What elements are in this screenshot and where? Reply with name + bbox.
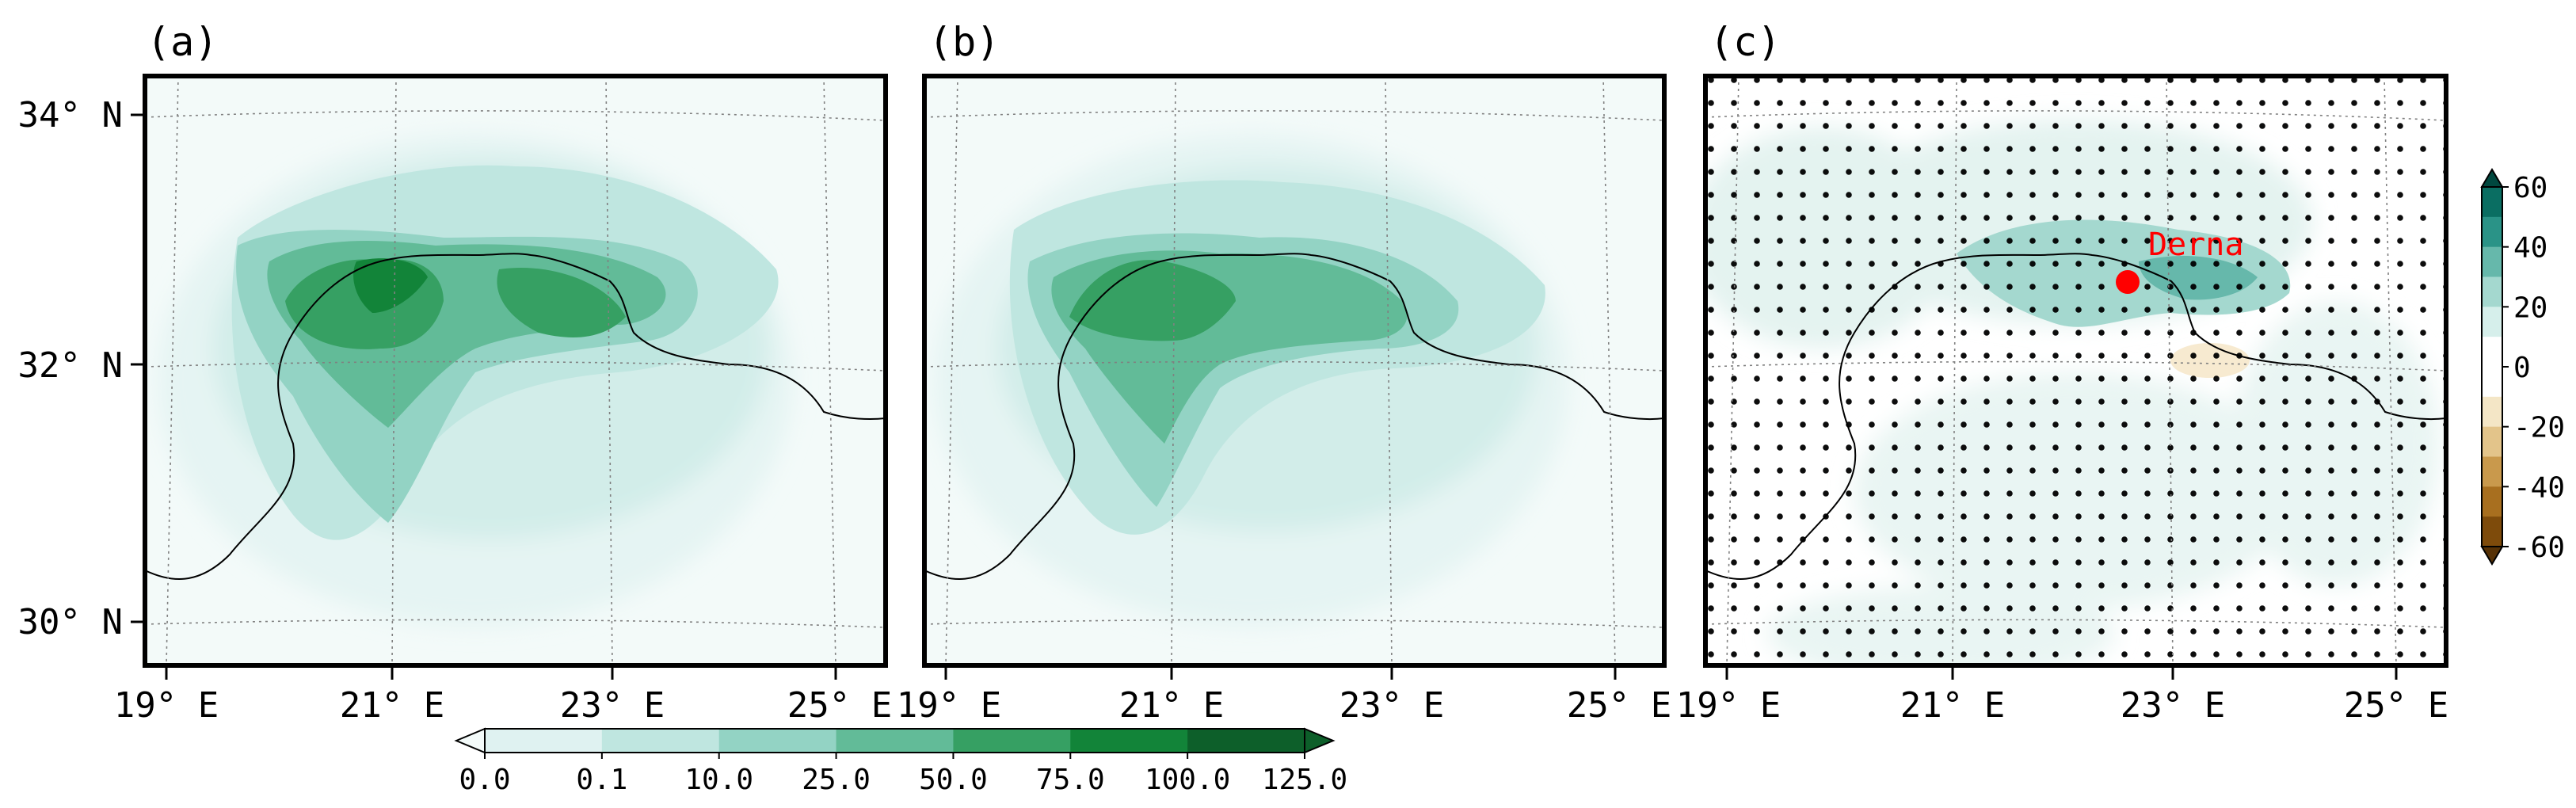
- panel-a-band-100b: [497, 268, 626, 337]
- lon-ticks-c: [1725, 665, 2398, 680]
- colorbar-right-swatch: [2482, 456, 2502, 487]
- colorbar-right-swatch: [2482, 276, 2502, 307]
- colorbar-bottom-swatch: [1070, 729, 1188, 753]
- lon-label-a-25: 25° E: [787, 685, 892, 726]
- colorbar-bottom-tick-label: 0.0: [459, 764, 510, 796]
- lon-label-c-21: 21° E: [1900, 685, 2005, 726]
- lat-label-30: 30° N: [18, 602, 123, 642]
- lon-label-b-19: 19° E: [897, 685, 1001, 726]
- colorbar-right-tick-label: -40: [2513, 471, 2565, 504]
- panel-a: (a) 34° N 32° N 30° N 19° E 21° E 23° E …: [18, 19, 893, 726]
- lon-label-b-25: 25° E: [1567, 685, 1671, 726]
- panel-a-band-125: [353, 258, 428, 313]
- colorbar-bottom-swatch: [836, 729, 954, 753]
- colorbar-bottom-tick-label: 0.1: [576, 764, 627, 796]
- lon-label-a-23: 23° E: [560, 685, 665, 726]
- colorbar-right-tick-label: 40: [2513, 232, 2547, 265]
- colorbar-right-swatch: [2482, 426, 2502, 457]
- lat-label-34: 34° N: [18, 95, 123, 135]
- lon-label-b-23: 23° E: [1339, 685, 1444, 726]
- colorbar-right-swatch: [2482, 246, 2502, 277]
- colorbar-right-swatch: [2482, 486, 2502, 517]
- colorbar-right-swatch: [2482, 307, 2502, 337]
- colorbar-bottom-tick-label: 10.0: [684, 764, 753, 796]
- colorbar-bottom-swatch: [1187, 729, 1305, 753]
- significance-dots: [1705, 76, 2446, 665]
- colorbar-right-swatch: [2482, 337, 2502, 368]
- panel-c-frame: [1703, 74, 2448, 668]
- lon-label-b-21: 21° E: [1119, 685, 1224, 726]
- colorbar-right-tick-label: -20: [2513, 412, 2565, 444]
- colorbar-bottom: 0.0 0.1 10.0 25.0 50.0 75.0 100.0 125.0: [454, 727, 1347, 796]
- panel-b: (b) 19° E 21° E 23° E 25° E: [897, 19, 1671, 726]
- colorbar-right-extend-low: [2480, 546, 2504, 566]
- lon-label-c-19: 19° E: [1676, 685, 1781, 726]
- colorbar-right-swatch: [2482, 367, 2502, 398]
- panel-b-frame: [922, 74, 1667, 668]
- colorbar-right-tick-label: 60: [2513, 172, 2547, 204]
- colorbar-bottom-swatch: [953, 729, 1071, 753]
- colorbar-right-tick-label: -60: [2513, 532, 2565, 564]
- colorbar-right-tick-label: 0: [2513, 352, 2531, 384]
- lon-label-c-23: 23° E: [2121, 685, 2225, 726]
- colorbar-bottom-swatch: [485, 729, 603, 753]
- panel-c: (c) Derna 19° E 21° E 23° E 25° E: [1676, 19, 2448, 726]
- colorbar-bottom-extend-low: [454, 727, 486, 754]
- colorbar-right-swatch: [2482, 396, 2502, 428]
- derna-label: Derna: [2148, 227, 2243, 263]
- coastline-b: [924, 253, 1664, 581]
- lon-ticks-a: [165, 665, 837, 680]
- lon-ticks-b: [944, 665, 1617, 680]
- colorbar-bottom-tick-label: 50.0: [919, 764, 988, 796]
- coastline-a: [145, 253, 886, 581]
- colorbar-bottom-swatch: [718, 729, 837, 753]
- colorbar-right-swatch: [2482, 187, 2502, 218]
- panel-c-label: (c): [1709, 19, 1781, 65]
- derna-marker: [2116, 270, 2140, 294]
- lat-label-32: 32° N: [18, 345, 123, 386]
- colorbar-right-swatch: [2482, 216, 2502, 248]
- colorbar-bottom-tick-label: 125.0: [1262, 764, 1347, 796]
- lon-label-a-19: 19° E: [114, 685, 219, 726]
- colorbar-bottom-tick-label: 25.0: [802, 764, 871, 796]
- colorbar-right: 60 40 20 0 -20 -40 -60: [2480, 168, 2565, 566]
- lon-label-c-25: 25° E: [2344, 685, 2448, 726]
- lat-ticks-a: [131, 113, 145, 623]
- panel-a-label: (a): [147, 19, 218, 65]
- panel-a-frame: [143, 74, 888, 668]
- colorbar-bottom-swatch: [601, 729, 720, 753]
- colorbar-right-tick-label: 20: [2513, 292, 2547, 324]
- colorbar-bottom-frame: [484, 728, 1305, 753]
- lon-label-a-21: 21° E: [340, 685, 444, 726]
- coastline-c: [1705, 253, 2446, 581]
- panel-b-band-100: [1069, 260, 1236, 341]
- colorbar-right-swatch: [2482, 516, 2502, 547]
- colorbar-bottom-extend-high: [1304, 727, 1336, 754]
- panel-b-label: (b): [928, 19, 1000, 65]
- colorbar-right-extend-high: [2480, 168, 2504, 188]
- colorbar-bottom-tick-label: 100.0: [1145, 764, 1230, 796]
- colorbar-bottom-tick-label: 75.0: [1036, 764, 1105, 796]
